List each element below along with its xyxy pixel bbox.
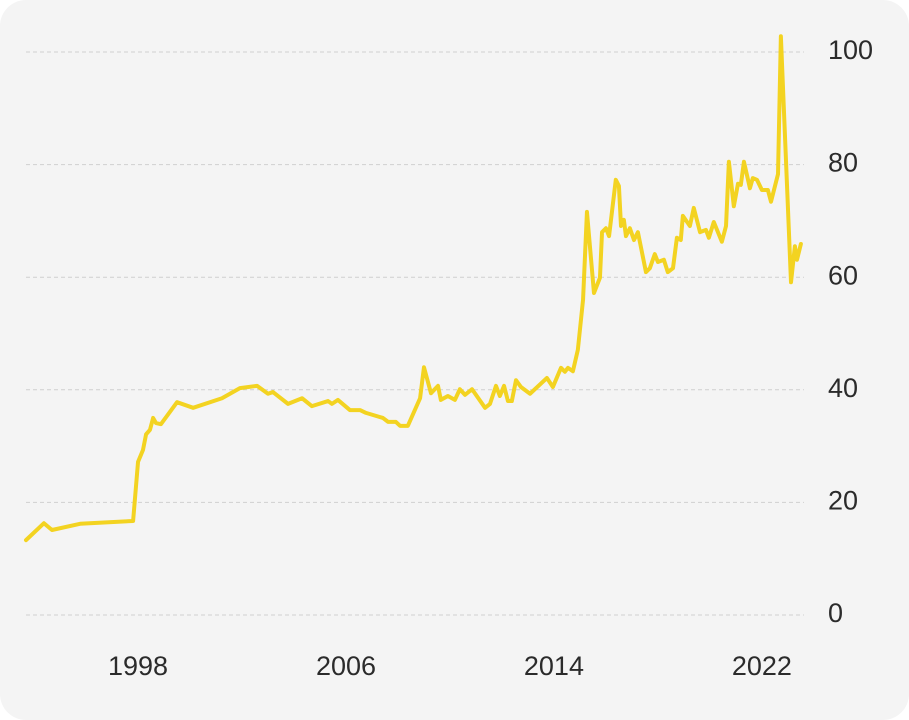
x-tick-label: 2006 [316, 651, 376, 681]
data-line [24, 34, 803, 543]
y-tick-label: 0 [828, 598, 843, 628]
x-tick-label: 2014 [524, 651, 584, 681]
y-tick-label: 40 [828, 373, 858, 403]
y-tick-label: 100 [828, 35, 873, 65]
y-tick-label: 80 [828, 148, 858, 178]
y-tick-label: 20 [828, 486, 858, 516]
x-tick-label: 1998 [108, 651, 168, 681]
y-tick-label: 60 [828, 260, 858, 290]
x-tick-label: 2022 [732, 651, 792, 681]
